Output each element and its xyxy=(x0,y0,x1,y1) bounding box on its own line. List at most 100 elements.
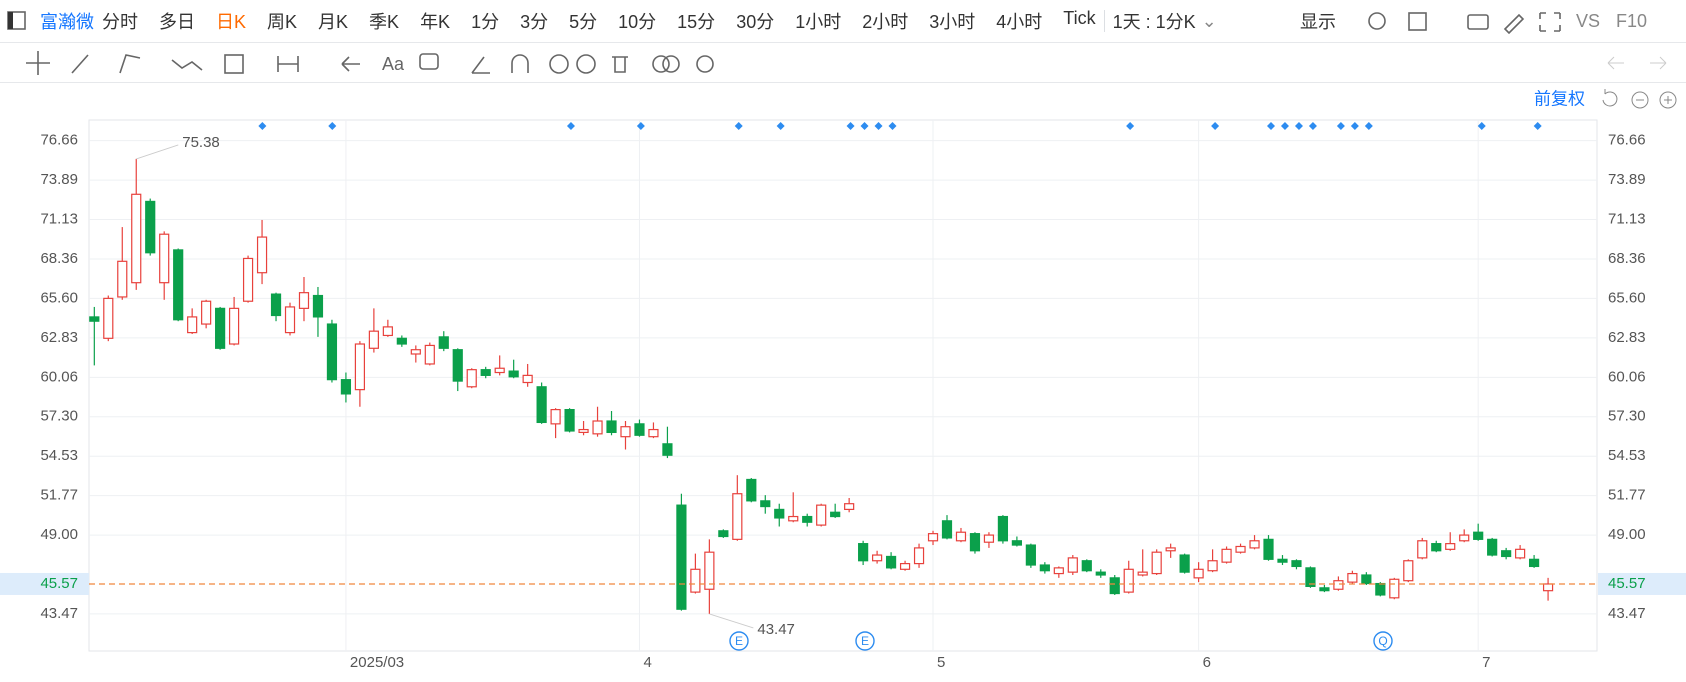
event-badge[interactable] xyxy=(1373,631,1393,651)
pencil-icon[interactable] xyxy=(1503,13,1525,34)
hide-tool[interactable] xyxy=(576,53,596,74)
fib-tool[interactable] xyxy=(224,53,244,74)
candle-body xyxy=(830,511,841,518)
candle-body xyxy=(1515,548,1526,559)
candle-body xyxy=(983,534,995,543)
candle-body xyxy=(103,297,114,339)
period-tab[interactable]: 2小时 xyxy=(862,12,909,32)
undo[interactable] xyxy=(1607,56,1624,70)
candle-body xyxy=(1095,571,1106,576)
period-tab[interactable]: 月K xyxy=(318,12,349,32)
event-diamond xyxy=(1336,122,1345,130)
candle-body xyxy=(1291,560,1302,568)
y-tick-label: 54.53 xyxy=(40,447,78,464)
overlay-tool[interactable] xyxy=(652,54,670,73)
zoom-out[interactable] xyxy=(1631,91,1649,109)
angle-tool[interactable] xyxy=(471,56,490,74)
zoom-in[interactable] xyxy=(1659,91,1677,109)
event-badge[interactable] xyxy=(855,631,875,651)
interval-select[interactable]: 1天 : 1分K xyxy=(1112,12,1196,32)
channel-tool[interactable] xyxy=(119,53,141,73)
fullscreen-icon[interactable] xyxy=(1539,12,1561,32)
period-tab[interactable]: 5分 xyxy=(569,12,598,32)
last-price-label: 45.57 xyxy=(40,575,78,592)
indicator-settings[interactable] xyxy=(696,54,714,73)
event-diamond xyxy=(1350,122,1359,130)
y-tick-label-right: 57.30 xyxy=(1608,408,1646,425)
vs-button[interactable]: VS xyxy=(1576,10,1601,31)
period-tab[interactable]: 4小时 xyxy=(996,12,1043,32)
period-tab[interactable]: 15分 xyxy=(677,12,716,32)
magnet-tool[interactable] xyxy=(511,53,529,73)
candle-body xyxy=(1193,568,1204,579)
line-tool[interactable] xyxy=(71,53,89,74)
y-tick-label: 68.36 xyxy=(40,250,78,267)
display-menu[interactable]: 显示 xyxy=(1300,12,1336,32)
separator xyxy=(1103,10,1105,32)
period-tab[interactable]: 日K xyxy=(216,12,247,32)
period-tab[interactable]: 1分 xyxy=(471,12,500,32)
period-tab[interactable]: 多日 xyxy=(159,12,195,32)
f10-button[interactable]: F10 xyxy=(1616,10,1648,31)
candle-body xyxy=(564,408,575,432)
candle-body xyxy=(1361,574,1372,585)
candle-body xyxy=(1277,558,1288,563)
move-tool[interactable] xyxy=(26,50,50,75)
candle-body xyxy=(746,478,757,502)
candle-body xyxy=(145,200,156,254)
event-diamond xyxy=(258,122,267,130)
candle-body xyxy=(899,562,911,570)
period-tab[interactable]: 分时 xyxy=(102,12,138,32)
period-tab[interactable]: Tick xyxy=(1063,8,1096,28)
event-diamond xyxy=(1533,122,1542,130)
reset-icon[interactable] xyxy=(1602,89,1618,107)
event-diamond xyxy=(566,122,575,130)
y-tick-label-right: 62.83 xyxy=(1608,329,1646,346)
event-diamond xyxy=(1267,122,1276,130)
candle-body xyxy=(298,292,310,309)
candle-body xyxy=(1542,583,1554,592)
candle-body xyxy=(508,370,519,378)
candle-body xyxy=(1235,545,1246,553)
note-tool[interactable] xyxy=(419,52,439,70)
eye-tool[interactable] xyxy=(549,53,569,74)
adjust-mode[interactable]: 前复权 xyxy=(1534,89,1585,108)
stock-name[interactable]: 富瀚微 xyxy=(40,12,94,32)
event-badge[interactable] xyxy=(729,631,749,651)
period-tab[interactable]: 30分 xyxy=(736,12,775,32)
candle-body xyxy=(1207,560,1218,572)
sidebar-toggle[interactable] xyxy=(6,10,28,32)
candle-body xyxy=(368,330,379,349)
delete-tool[interactable] xyxy=(612,55,628,73)
y-tick-label: 62.83 xyxy=(40,329,78,346)
candle-body xyxy=(438,336,449,349)
candle-body xyxy=(1487,538,1498,556)
period-tab[interactable]: 3小时 xyxy=(929,12,976,32)
period-tab[interactable]: 10分 xyxy=(618,12,657,32)
event-diamond xyxy=(1308,122,1317,130)
arrow-tool[interactable] xyxy=(341,55,360,72)
wave-tool[interactable] xyxy=(171,58,203,71)
period-tab[interactable]: 3分 xyxy=(520,12,549,32)
settings-icon[interactable] xyxy=(1368,12,1386,30)
camera-icon[interactable] xyxy=(1467,14,1489,30)
period-tab[interactable]: 周K xyxy=(267,12,298,32)
event-diamond xyxy=(636,122,645,130)
toolbar-icons xyxy=(1368,12,1561,34)
candle-body xyxy=(1179,554,1190,573)
y-tick-label: 73.89 xyxy=(40,171,78,188)
last-price-box xyxy=(0,572,89,595)
text-tool[interactable]: Aa xyxy=(382,54,405,74)
period-tab[interactable]: 年K xyxy=(420,12,451,32)
period-tab[interactable]: 1小时 xyxy=(795,12,842,32)
y-tick-label: 49.00 xyxy=(40,526,78,543)
redo[interactable] xyxy=(1650,56,1667,70)
candle-body xyxy=(1221,548,1232,563)
period-tab[interactable]: 季K xyxy=(369,12,400,32)
candle-body xyxy=(885,555,897,569)
overlay-tool-2 xyxy=(662,54,680,73)
layout-icon[interactable] xyxy=(1408,12,1427,31)
candle-body xyxy=(1011,540,1022,546)
candle-body xyxy=(173,249,184,321)
measure-tool[interactable] xyxy=(277,55,299,72)
